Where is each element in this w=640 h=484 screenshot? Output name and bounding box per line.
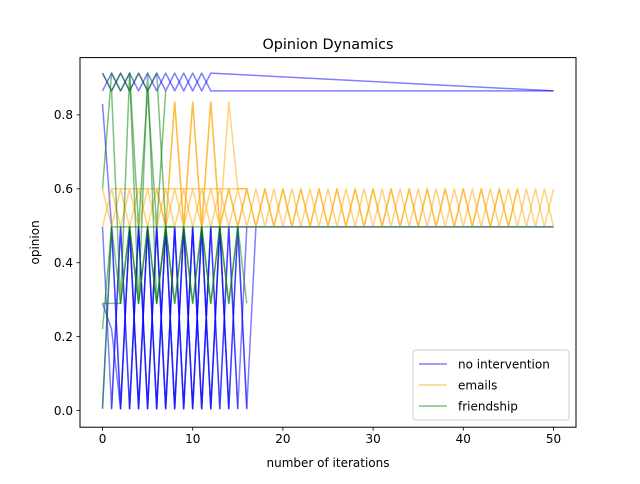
legend-items: no intervention emails friendship <box>419 357 550 413</box>
y-tick-label: 0.4 <box>54 256 73 270</box>
x-axis-label: number of iterations <box>267 456 390 470</box>
y-ticks: 0.0 0.2 0.4 0.6 0.8 <box>54 108 80 418</box>
legend-label-friendship: friendship <box>458 399 518 413</box>
y-tick-label: 0.8 <box>54 108 73 122</box>
series-line-emails-1 <box>101 188 555 228</box>
y-axis-label: opinion <box>28 220 42 264</box>
axes-frame <box>79 57 577 428</box>
series-layer <box>101 72 555 410</box>
x-ticks: 0 10 20 30 40 50 <box>99 427 561 446</box>
x-tick-label: 20 <box>275 432 290 446</box>
legend: no intervention emails friendship <box>412 349 570 421</box>
x-tick-label: 10 <box>185 432 200 446</box>
series-line-friendship-5 <box>102 226 239 305</box>
x-tick-label: 0 <box>99 432 107 446</box>
y-tick-label: 0.6 <box>54 182 73 196</box>
legend-label-no-intervention: no intervention <box>458 357 550 371</box>
series-line-friendship-2 <box>101 72 167 228</box>
y-tick-label: 0.2 <box>54 330 73 344</box>
legend-box <box>412 349 570 421</box>
x-tick-label: 30 <box>365 432 380 446</box>
chart-title: Opinion Dynamics <box>262 37 393 53</box>
y-tick-label: 0.0 <box>54 404 73 418</box>
legend-label-emails: emails <box>458 378 497 392</box>
series-line-friendship-6 <box>110 72 175 228</box>
x-tick-label: 50 <box>546 432 561 446</box>
series-line-emails-4 <box>164 101 519 228</box>
x-tick-label: 40 <box>456 432 471 446</box>
